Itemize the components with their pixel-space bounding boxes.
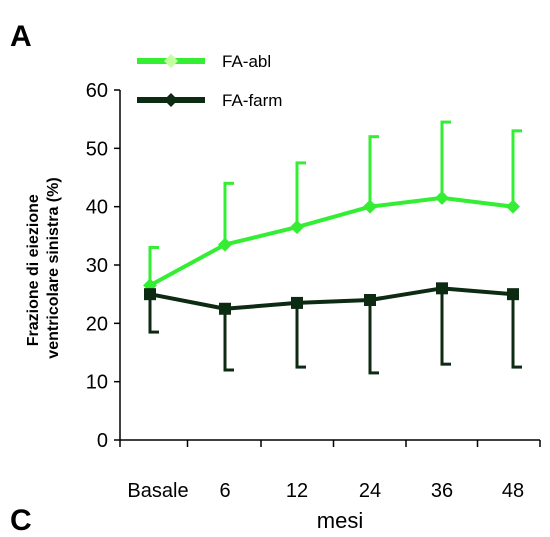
x-tick-label: Basale xyxy=(127,480,188,502)
y-tick-label: 60 xyxy=(86,80,108,102)
x-tick-label: 12 xyxy=(286,480,308,502)
data-point-FA-abl xyxy=(290,220,304,235)
y-tick-label: 20 xyxy=(86,313,108,335)
axes: 0 10 20 30 40 50 60 Basale 6 12 24 36 48 xyxy=(86,80,541,502)
data-point-FA-farm xyxy=(436,282,448,295)
error-bars xyxy=(148,120,522,375)
y-tick-label: 40 xyxy=(86,197,108,219)
panel-label-top: A xyxy=(10,20,32,53)
series-lines xyxy=(149,195,514,311)
y-axis-label-line-1: Frazione di eiezione xyxy=(25,194,42,346)
data-point-FA-farm xyxy=(507,288,519,301)
series-line-FA-farm xyxy=(149,286,514,311)
legend-label-FA-farm: FA-farm xyxy=(222,91,282,110)
data-point-FA-abl xyxy=(363,199,377,214)
y-axis-label-line-2: ventricolare sinistra (%) xyxy=(45,177,62,358)
x-axis-label: mesi xyxy=(317,508,363,533)
y-tick-label: 0 xyxy=(97,430,108,452)
data-point-FA-abl xyxy=(506,199,520,214)
data-point-FA-farm xyxy=(219,302,231,315)
data-point-FA-abl xyxy=(435,190,449,205)
panel-label-bottom: C xyxy=(10,504,32,537)
y-tick-label: 30 xyxy=(86,255,108,277)
x-tick-label: 6 xyxy=(219,480,230,502)
x-tick-label: 48 xyxy=(502,480,524,502)
legend-marker-FA-farm xyxy=(164,93,178,107)
y-tick-label: 10 xyxy=(86,372,108,394)
y-axis-label: Frazione di eiezione ventricolare sinist… xyxy=(25,177,62,358)
data-point-FA-farm xyxy=(144,288,156,301)
series-line-FA-abl xyxy=(149,195,514,288)
data-point-FA-abl xyxy=(218,237,232,252)
y-tick-label: 50 xyxy=(86,138,108,160)
x-tick-label: 24 xyxy=(359,480,381,502)
legend-marker-FA-abl xyxy=(164,54,178,68)
x-tick-label: 36 xyxy=(431,480,453,502)
legend: FA-abl FA-farm xyxy=(137,52,282,110)
data-point-FA-farm xyxy=(364,294,376,306)
markers xyxy=(143,190,520,315)
data-point-FA-farm xyxy=(291,296,303,309)
legend-label-FA-abl: FA-abl xyxy=(222,52,271,71)
